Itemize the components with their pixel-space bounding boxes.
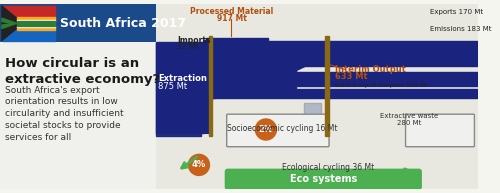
Text: Emissions 183 Mt: Emissions 183 Mt [430,26,492,32]
Polygon shape [156,43,204,133]
Text: South Africa's export
orientation results in low
circularity and insufficient
so: South Africa's export orientation result… [5,85,124,142]
Text: Exports 170 Mt: Exports 170 Mt [430,9,484,15]
Text: 633 Mt: 633 Mt [335,72,368,81]
Polygon shape [204,89,478,98]
Text: Extractive waste
280 Mt: Extractive waste 280 Mt [380,113,438,126]
Polygon shape [204,41,215,98]
Circle shape [256,119,276,140]
Text: Eco systems: Eco systems [290,174,357,184]
Text: 917 Mt: 917 Mt [216,14,246,23]
Polygon shape [325,36,329,136]
Text: Ecological cycling 36 Mt: Ecological cycling 36 Mt [282,163,374,172]
Bar [0,4,156,189]
Polygon shape [204,72,478,85]
Bar [2,29,54,41]
Polygon shape [206,38,268,98]
Polygon shape [204,41,296,133]
Polygon shape [2,6,23,41]
FancyBboxPatch shape [226,114,329,147]
Bar [16,27,54,30]
Bar [16,17,54,20]
Text: Socioeconomic cycling 16 Mt: Socioeconomic cycling 16 Mt [227,124,338,133]
Circle shape [188,154,210,175]
Text: 2%: 2% [259,125,273,134]
Polygon shape [2,18,16,29]
Text: Imports: Imports [177,36,210,45]
Bar [0,4,156,42]
Text: Solid & liquid Outputs 340 Mt: Solid & liquid Outputs 340 Mt [335,83,427,88]
FancyBboxPatch shape [406,114,474,147]
Text: Processed Material: Processed Material [190,7,273,16]
Text: How circular is an
extractive economy?: How circular is an extractive economy? [5,57,160,86]
Text: 32 Mt: 32 Mt [177,41,199,51]
Polygon shape [204,41,478,66]
Text: Interim Output: Interim Output [335,65,406,74]
Bar [304,103,322,131]
Text: South Africa 2017: South Africa 2017 [60,17,186,30]
Polygon shape [156,42,201,136]
Text: 4%: 4% [192,160,206,169]
Bar [16,19,54,21]
Polygon shape [208,36,212,136]
Text: 875 Mt: 875 Mt [158,82,187,91]
Polygon shape [201,42,325,93]
Bar [2,6,54,18]
Polygon shape [230,133,325,143]
FancyBboxPatch shape [226,170,421,189]
Bar [16,21,54,26]
Bar [156,4,478,189]
Bar [16,26,54,27]
Text: Extraction: Extraction [158,74,206,83]
